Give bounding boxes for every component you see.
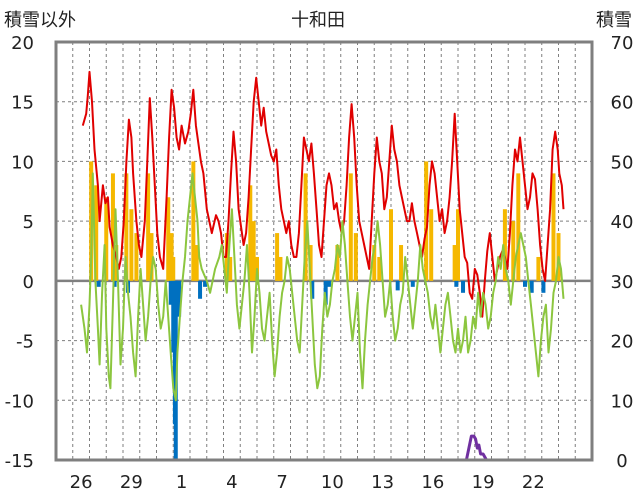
right-tick-label: 50 bbox=[611, 152, 634, 173]
x-tick-label: 26 bbox=[70, 472, 93, 493]
series-line bbox=[56, 434, 592, 462]
bar bbox=[372, 245, 377, 281]
left-tick-label: -10 bbox=[5, 391, 34, 412]
bar bbox=[529, 280, 534, 293]
bar bbox=[129, 209, 134, 281]
bar bbox=[454, 280, 459, 287]
bar bbox=[516, 173, 521, 281]
x-tick-label: 19 bbox=[472, 472, 495, 493]
right-tick-label: 60 bbox=[611, 93, 634, 114]
bar bbox=[452, 245, 457, 281]
left-tick-label: 20 bbox=[11, 33, 34, 54]
bar bbox=[248, 185, 253, 281]
plot-frame bbox=[54, 40, 594, 462]
bar bbox=[191, 161, 196, 281]
bar bbox=[424, 161, 429, 281]
bar bbox=[114, 245, 119, 281]
left-tick-label: 15 bbox=[11, 93, 34, 114]
right-tick-label: 20 bbox=[611, 332, 634, 353]
left-tick-label: -5 bbox=[16, 332, 34, 353]
right-tick-label: 10 bbox=[611, 391, 634, 412]
x-tick-label: 10 bbox=[321, 472, 344, 493]
left-tick-label: 5 bbox=[23, 212, 34, 233]
bar bbox=[149, 233, 154, 281]
bar bbox=[536, 256, 541, 281]
bar bbox=[228, 256, 233, 281]
gridlines bbox=[56, 42, 592, 460]
right-tick-label: 30 bbox=[611, 272, 634, 293]
bar bbox=[275, 233, 280, 281]
bar bbox=[168, 280, 173, 305]
left-tick-label: 10 bbox=[11, 152, 34, 173]
bar bbox=[310, 280, 315, 299]
right-tick-label: 70 bbox=[611, 33, 634, 54]
bar bbox=[308, 245, 313, 281]
bar bbox=[171, 256, 176, 281]
bar bbox=[104, 197, 109, 281]
chart-title: 十和田 bbox=[291, 10, 345, 31]
x-tick-label: 7 bbox=[276, 472, 287, 493]
tick-labels: 20 70 15 60 10 50 5 40 0 30 -5 20 -10 10 -15 0 26 29 1 4 7 10… bbox=[5, 33, 634, 493]
bar bbox=[110, 173, 115, 281]
bar bbox=[377, 256, 382, 281]
x-tick-label: 29 bbox=[120, 472, 143, 493]
bar bbox=[541, 280, 546, 293]
left-tick-label: 0 bbox=[23, 272, 34, 293]
x-tick-label: 22 bbox=[522, 472, 545, 493]
series-line bbox=[80, 172, 565, 402]
series-line bbox=[81, 70, 565, 318]
bar bbox=[94, 185, 99, 281]
bar bbox=[112, 280, 117, 287]
line-series bbox=[56, 70, 592, 462]
bar bbox=[173, 280, 178, 460]
bar bbox=[511, 221, 516, 281]
bar bbox=[166, 197, 171, 281]
bar bbox=[335, 245, 340, 281]
x-tick-label: 13 bbox=[371, 472, 394, 493]
x-tick-label: 4 bbox=[226, 472, 237, 493]
x-tick-label: 1 bbox=[176, 472, 187, 493]
bar bbox=[410, 280, 415, 287]
bar bbox=[502, 209, 507, 281]
bar bbox=[327, 280, 332, 287]
bar bbox=[456, 209, 460, 281]
bar bbox=[124, 173, 129, 281]
right-tick-label: 40 bbox=[611, 212, 634, 233]
left-axis-label: 積雪以外 bbox=[4, 10, 76, 31]
bar bbox=[461, 280, 466, 293]
bar bbox=[96, 280, 101, 287]
bar bbox=[134, 233, 139, 281]
bar bbox=[177, 280, 182, 317]
bar bbox=[353, 233, 358, 281]
x-tick-label: 16 bbox=[421, 472, 444, 493]
bar bbox=[303, 173, 308, 281]
bar bbox=[429, 209, 434, 281]
bar bbox=[395, 280, 400, 291]
bar bbox=[278, 256, 283, 281]
left-tick-label: -15 bbox=[5, 451, 34, 472]
bar bbox=[194, 245, 199, 281]
bar bbox=[198, 280, 203, 299]
bar bbox=[146, 173, 151, 281]
right-tick-label: 0 bbox=[616, 451, 627, 472]
bar bbox=[203, 280, 208, 287]
bar bbox=[251, 221, 256, 281]
bar bbox=[399, 245, 404, 281]
bar bbox=[523, 280, 527, 287]
bar bbox=[389, 209, 393, 281]
bar bbox=[551, 173, 556, 281]
right-axis-label: 積雪 bbox=[596, 10, 632, 31]
bar bbox=[348, 173, 353, 281]
